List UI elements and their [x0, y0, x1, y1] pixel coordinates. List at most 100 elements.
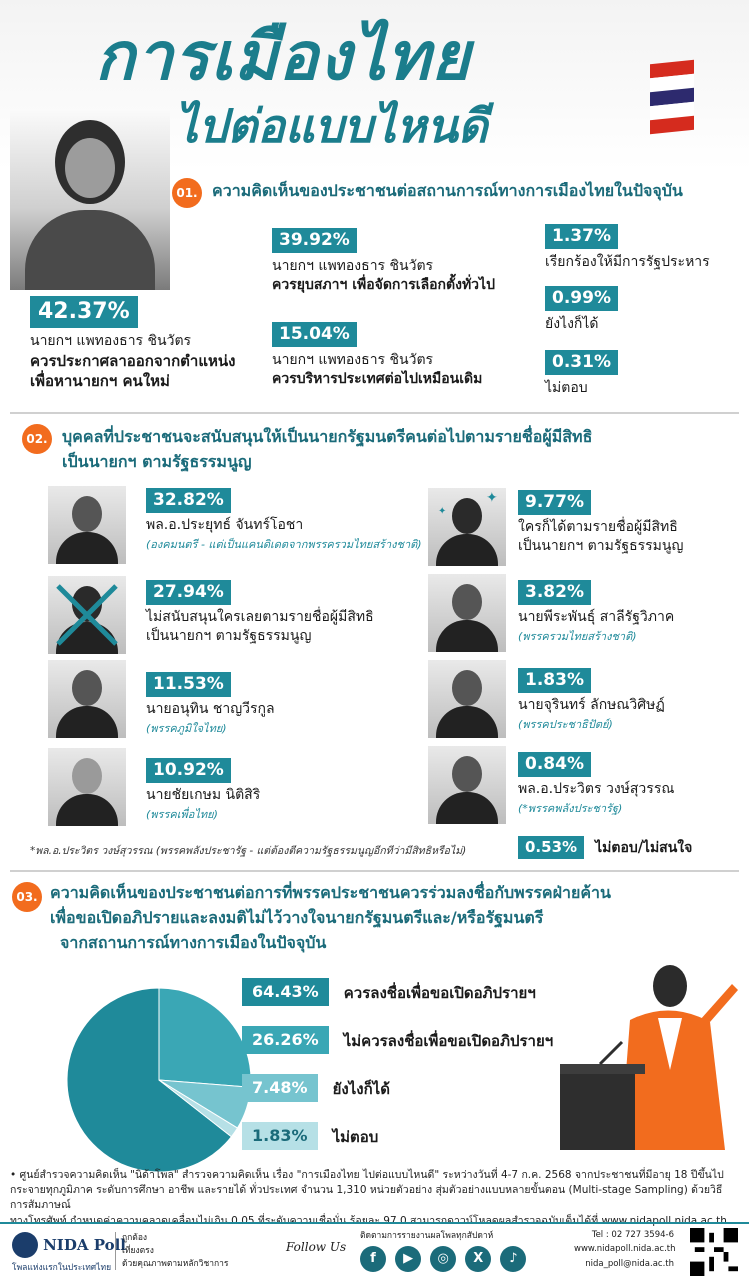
contact: Tel : 02 727 3594-6 www.nidapoll.nida.ac…: [574, 1228, 676, 1271]
candidate-photo-pirapan: [428, 574, 506, 652]
s1-right-label-1: เรียกร้องให้มีการรัฐประหาร: [545, 253, 710, 270]
s2-left-name-1: พล.อ.ประยุทธ์ จันทร์โอชา: [146, 516, 304, 533]
legend-row-4: 1.83% ไม่ตอบ: [242, 1122, 378, 1150]
s1-mid-item-1: 39.92% นายกฯ แพทองธาร ชินวัตร ควรยุบสภาฯ…: [272, 228, 495, 294]
contact-web[interactable]: www.nidapoll.nida.ac.th: [574, 1244, 676, 1255]
pie-slice-2: [158, 987, 252, 1088]
s1-right-label-2: ยังไงก็ได้: [545, 315, 599, 332]
s1-right-pct-2: 0.99%: [545, 286, 618, 311]
s1-right-label-3: ไม่ตอบ: [545, 379, 588, 396]
s1-right-item-3: 0.31% ไม่ตอบ: [545, 350, 618, 398]
s2-left-item-4: 10.92% นายชัยเกษม นิติสิริ (พรรคเพื่อไทย…: [146, 758, 260, 823]
pie-chart: [66, 987, 252, 1173]
s1-main-line2: ควรประกาศลาออกจากตำแหน่ง: [30, 352, 236, 371]
s2-right-pct-1: 9.77%: [518, 490, 591, 515]
legend-pct-2: 26.26%: [242, 1026, 329, 1054]
legend-label-3: ยังไงก็ได้: [332, 1079, 390, 1098]
footer-bar: NIDA Poll โพลแห่งแรกในประเทศไทย ถูกต้อง …: [0, 1222, 749, 1280]
s2-right-name-4: พล.อ.ประวิตร วงษ์สุวรรณ: [518, 780, 675, 797]
legend-row-3: 7.48% ยังไงก็ได้: [242, 1074, 390, 1102]
note-line-1: • ศูนย์สำรวจความคิดเห็น "นิด้าโพล" สำรวจ…: [10, 1169, 724, 1181]
s1-main-pct: 42.37%: [30, 296, 138, 329]
s1-main-line3: เพื่อหานายกฯ คนใหม่: [30, 372, 170, 391]
legend-pct-3: 7.48%: [242, 1074, 318, 1102]
qr-code-icon[interactable]: [690, 1228, 738, 1276]
follow-sub: ติดตามการรายงานผลโพลทุกสัปดาห์: [360, 1231, 494, 1241]
s1-mid-line1-1: นายกฯ แพทองธาร ชินวัตร: [272, 257, 434, 274]
s2-right-name2-1: เป็นนายกฯ ตามรัฐธรรมนูญ: [518, 537, 684, 554]
s2-right-sub-3: (พรรคประชาธิปัตย์): [518, 717, 613, 731]
motto-3: ด้วยคุณภาพตามหลักวิชาการ: [122, 1258, 229, 1269]
s2-left-name-4: นายชัยเกษม นิติสิริ: [146, 786, 261, 803]
s2-right-item-1: 9.77% ใครก็ได้ตามรายชื่อผู้มีสิทธิ เป็นน…: [518, 490, 683, 555]
s1-main-line1: นายกฯ แพทองธาร ชินวัตร: [30, 333, 192, 350]
s2-left-name2-2: เป็นนายกฯ ตามรัฐธรรมนูญ: [146, 627, 312, 644]
section3-number: 03.: [12, 882, 42, 912]
speaker-at-podium-illustration: [560, 965, 738, 1150]
legend-pct-4: 1.83%: [242, 1122, 318, 1150]
s2-left-item-2: 27.94% ไม่สนับสนุนใครเลยตามรายชื่อผู้มีส…: [146, 580, 374, 645]
legend-label-1: ควรลงชื่อเพื่อขอเปิดอภิปรายฯ: [343, 983, 536, 1002]
s2-left-item-1: 32.82% พล.อ.ประยุทธ์ จันทร์โอชา (องคมนตร…: [146, 488, 422, 553]
s2-left-name-2: ไม่สนับสนุนใครเลยตามรายชื่อผู้มีสิทธิ: [146, 608, 374, 625]
legend-row-1: 64.43% ควรลงชื่อเพื่อขอเปิดอภิปรายฯ: [242, 978, 536, 1006]
legend-pct-1: 64.43%: [242, 978, 329, 1006]
s2-right-item-4: 0.84% พล.อ.ประวิตร วงษ์สุวรรณ (*พรรคพลัง…: [518, 752, 674, 817]
s2-noanswer: 0.53% ไม่ตอบ/ไม่สนใจ: [518, 836, 692, 859]
s1-right-pct-1: 1.37%: [545, 224, 618, 249]
thai-flag-icon: [650, 59, 694, 135]
section3-title-line1: ความคิดเห็นของประชาชนต่อการที่พรรคประชาช…: [50, 883, 611, 902]
s2-right-item-2: 3.82% นายพีระพันธุ์ สาลีรัฐวิภาค (พรรครว…: [518, 580, 674, 645]
facebook-icon[interactable]: f: [360, 1246, 386, 1272]
s2-right-name-2: นายพีระพันธุ์ สาลีรัฐวิภาค: [518, 608, 675, 625]
instagram-icon[interactable]: ◎: [430, 1246, 457, 1272]
nida-logo[interactable]: NIDA Poll โพลแห่งแรกในประเทศไทย: [12, 1232, 126, 1274]
nida-seal-icon: [12, 1232, 38, 1258]
s2-right-sub-4: (*พรรคพลังประชารัฐ): [518, 801, 623, 815]
candidate-photo-anutin: [48, 660, 126, 738]
pie-slice-1: [66, 987, 233, 1173]
s1-mid-line2-2: ควรบริหารประเทศต่อไปเหมือนเดิม: [272, 370, 483, 387]
sparkle-icon-2: ✦: [438, 506, 447, 517]
s2-left-sub-1: (องคมนตรี - แต่เป็นแคนดิเดตจากพรรครวมไทย…: [146, 537, 422, 551]
motto-2: เที่ยงตรง: [122, 1245, 154, 1256]
s2-left-item-3: 11.53% นายอนุทิน ชาญวีรกูล (พรรคภูมิใจไท…: [146, 672, 275, 737]
youtube-icon[interactable]: ▶: [395, 1246, 422, 1272]
s2-footnote: *พล.อ.ประวิตร วงษ์สุวรรณ (พรรคพลังประชาร…: [30, 845, 467, 857]
contact-email[interactable]: nida_poll@nida.ac.th: [585, 1258, 674, 1269]
s1-mid-line1-2: นายกฯ แพทองธาร ชินวัตร: [272, 351, 434, 368]
s1-mid-line2-1: ควรยุบสภาฯ เพื่อจัดการเลือกตั้งทั่วไป: [272, 276, 495, 293]
candidate-photo-none: [48, 576, 126, 654]
s2-right-item-3: 1.83% นายจุรินทร์ ลักษณวิศิษฏ์ (พรรคประช…: [518, 668, 665, 733]
s2-right-sub-2: (พรรครวมไทยสร้างชาติ): [518, 629, 637, 643]
s1-right-pct-3: 0.31%: [545, 350, 618, 375]
section3-title-line3: จากสถานการณ์ทางการเมืองในปัจจุบัน: [60, 933, 327, 952]
pie-slice-4: [158, 1079, 239, 1138]
methodology-note: • ศูนย์สำรวจความคิดเห็น "นิด้าโพล" สำรวจ…: [10, 1168, 740, 1229]
s2-left-sub-4: (พรรคเพื่อไทย): [146, 807, 218, 821]
note-line-2: กระจายทุกภูมิภาค ระดับการศึกษา อาชีพ และ…: [10, 1184, 723, 1212]
s2-noanswer-label: ไม่ตอบ/ไม่สนใจ: [595, 840, 693, 856]
s2-left-pct-1: 32.82%: [146, 488, 231, 513]
s2-left-sub-3: (พรรคภูมิใจไทย): [146, 721, 227, 735]
s2-left-pct-3: 11.53%: [146, 672, 231, 697]
x-icon[interactable]: X: [465, 1246, 492, 1272]
contact-tel: Tel : 02 727 3594-6: [591, 1230, 674, 1240]
candidate-photo-anyone: ✦ ✦: [428, 488, 506, 566]
s1-right-item-2: 0.99% ยังไงก็ได้: [545, 286, 618, 334]
section2-title-line2: เป็นนายกฯ ตามรัฐธรรมนูญ: [62, 452, 252, 471]
logo-sub: โพลแห่งแรกในประเทศไทย: [12, 1263, 112, 1273]
s2-right-name-3: นายจุรินทร์ ลักษณวิศิษฏ์: [518, 696, 665, 713]
tiktok-icon[interactable]: ♪: [500, 1246, 527, 1272]
pm-portrait: [10, 110, 170, 290]
s1-mid-pct-1: 39.92%: [272, 228, 357, 253]
s1-right-item-1: 1.37% เรียกร้องให้มีการรัฐประหาร: [545, 224, 710, 272]
logo-text: NIDA Poll: [43, 1236, 126, 1254]
candidate-photo-jurin: [428, 660, 506, 738]
legend-label-2: ไม่ควรลงชื่อเพื่อขอเปิดอภิปรายฯ: [343, 1031, 554, 1050]
s1-main-item: 42.37% นายกฯ แพทองธาร ชินวัตร ควรประกาศล…: [30, 296, 235, 392]
cross-icon: [56, 584, 118, 646]
section3-title-line2: เพื่อขอเปิดอภิปรายและลงมติไม่ไว้วางใจนาย…: [50, 908, 544, 927]
s2-noanswer-pct: 0.53%: [518, 836, 585, 859]
